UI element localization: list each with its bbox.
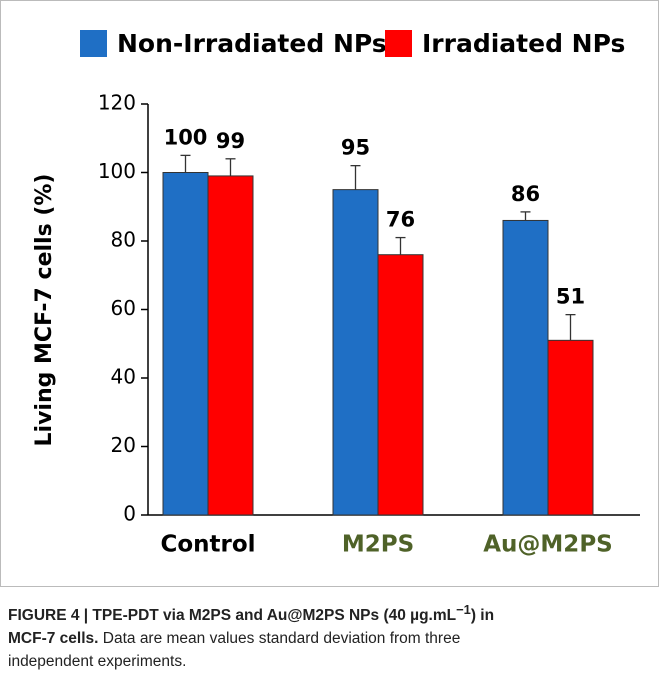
caption-bold: FIGURE 4 | TPE-PDT via M2PS and Au@M2PS … [8, 607, 457, 625]
bar [207, 175, 254, 516]
y-tick-label: 120 [98, 91, 136, 115]
x-tick-label: Au@M2PS [483, 532, 613, 558]
legend-label: Irradiated NPs [422, 29, 625, 58]
bar [162, 172, 209, 516]
y-tick-label: 40 [111, 365, 136, 389]
data-label: 100 [164, 125, 208, 149]
x-tick-label: Control [160, 532, 255, 558]
caption-sup: −1 [456, 602, 471, 617]
data-label: 86 [511, 182, 540, 206]
y-tick-label: 100 [98, 159, 136, 183]
bar [377, 254, 424, 516]
data-label: 95 [341, 136, 370, 160]
y-tick-label: 0 [123, 502, 136, 526]
y-tick-label: 20 [111, 433, 136, 457]
legend-label: Non-Irradiated NPs [117, 29, 387, 58]
legend-swatch [80, 30, 107, 57]
data-label: 51 [556, 285, 585, 309]
data-label: 99 [216, 129, 245, 153]
data-label: 76 [386, 208, 415, 232]
y-tick-label: 60 [111, 296, 136, 320]
caption-bold-end: ) in MCF-7 cells. [8, 607, 495, 648]
bar [332, 189, 379, 516]
bar [547, 339, 594, 516]
x-tick-label: M2PS [342, 532, 414, 558]
legend-swatch [385, 30, 412, 57]
caption: FIGURE 4 | TPE-PDT via M2PS and Au@M2PS … [8, 598, 528, 673]
chart: Living MCF-7 cells (%) 0 20 40 60 80 100 120 No… [0, 0, 659, 587]
y-axis-label: Living MCF-7 cells (%) [32, 174, 57, 447]
y-tick-label: 80 [111, 228, 136, 252]
bar [502, 219, 549, 516]
